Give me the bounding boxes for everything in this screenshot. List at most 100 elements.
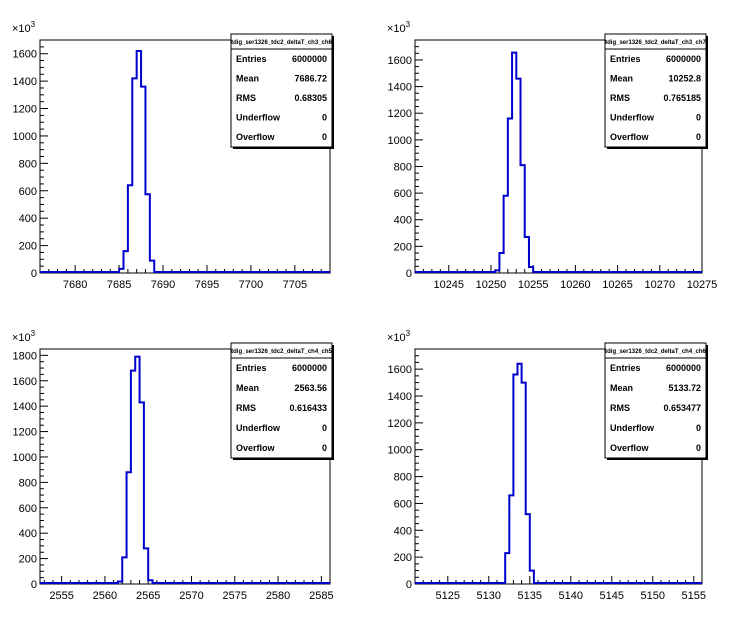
x-tick-label: 10250 <box>476 279 507 291</box>
x-tick-label: 5150 <box>641 590 665 602</box>
y-tick-label: 800 <box>394 161 412 173</box>
histogram-outline <box>494 51 535 273</box>
stats-label: Entries <box>236 54 267 64</box>
stats-value: 6000000 <box>292 54 327 64</box>
stats-box: tdig_ser1326_tdc2_deltaT_ch4_ch6 Entries 6… <box>604 342 708 460</box>
y-tick-label: 1400 <box>388 391 412 403</box>
x-tick-label: 2585 <box>309 590 333 602</box>
x-tick-label: 7685 <box>107 279 131 291</box>
stats-box-frame <box>230 342 333 459</box>
stats-label: Entries <box>610 54 641 64</box>
histogram-panel-2: 0 200 400 600 800 1000 1200 1400 1600 10245 10250 1… <box>387 20 717 291</box>
x-tick-label: 10260 <box>560 279 591 291</box>
y-tick-label: 0 <box>406 268 412 280</box>
stats-value: 10252.8 <box>668 73 701 83</box>
x-tick-label: 10255 <box>518 279 549 291</box>
x-tick-label: 7690 <box>151 279 175 291</box>
stats-value: 0 <box>322 423 327 433</box>
stats-value: 5133.72 <box>668 383 701 393</box>
stats-label: Overflow <box>236 132 276 142</box>
x-tick-label: 7695 <box>195 279 219 291</box>
stats-label: Entries <box>610 363 641 373</box>
y-tick-label: 1400 <box>13 76 37 88</box>
y-tick-label: 600 <box>19 503 37 515</box>
x-tick-label: 2580 <box>266 590 290 602</box>
y-multiplier-label: ×103 <box>387 20 411 35</box>
histogram-panel-1: 0 200 400 600 800 1000 1200 1400 1600 7680 7685 769… <box>12 20 334 291</box>
stats-value: 0 <box>322 132 327 142</box>
y-tick-label: 400 <box>19 528 37 540</box>
stats-label: Entries <box>236 363 267 373</box>
x-tick-label: 10245 <box>433 279 464 291</box>
stats-box: tdig_ser1326_tdc2_deltaT_ch3_ch7 Entries 6… <box>604 33 708 149</box>
y-tick-label: 400 <box>394 215 412 227</box>
y-tick-label: 1400 <box>388 82 412 94</box>
stats-value: 7686.72 <box>294 73 327 83</box>
x-tick-label: 7705 <box>283 279 307 291</box>
histogram-panel-4: 0 200 400 600 800 1000 1200 1400 1600 5125 5130 513… <box>387 329 708 602</box>
stats-value: 0.765185 <box>663 93 701 103</box>
histogram-bin <box>518 364 522 584</box>
stats-label: RMS <box>236 403 256 413</box>
stats-value: 6000000 <box>292 363 327 373</box>
stats-label: Mean <box>236 383 259 393</box>
y-tick-label: 0 <box>31 579 37 591</box>
y-multiplier-label: ×103 <box>12 20 36 35</box>
y-tick-label: 0 <box>406 579 412 591</box>
stats-box: tdig_ser1326_tdc2_deltaT_ch4_ch5 Entries 6… <box>230 342 334 460</box>
x-tick-label: 2570 <box>179 590 203 602</box>
y-tick-label: 1800 <box>13 350 37 362</box>
y-tick-label: 1600 <box>13 376 37 388</box>
y-tick-label: 200 <box>19 554 37 566</box>
x-tick-label: 2560 <box>93 590 117 602</box>
y-tick-label: 200 <box>394 552 412 564</box>
histogram-title: tdig_ser1326_tdc2_deltaT_ch3_ch7 <box>605 40 706 46</box>
stats-label: Underflow <box>610 423 655 433</box>
y-tick-label: 800 <box>19 477 37 489</box>
y-multiplier-label: ×103 <box>387 329 411 344</box>
y-tick-label: 600 <box>394 498 412 510</box>
stats-box-frame <box>230 33 333 148</box>
y-tick-label: 600 <box>19 186 37 198</box>
y-tick-label: 1000 <box>388 445 412 457</box>
histogram-outline <box>116 355 154 584</box>
stats-value: 6000000 <box>666 363 701 373</box>
stats-box-frame <box>604 342 707 459</box>
y-tick-label: 800 <box>19 158 37 170</box>
stats-label: RMS <box>610 93 630 103</box>
stats-label: RMS <box>236 93 256 103</box>
x-tick-label: 2555 <box>49 590 73 602</box>
y-tick-label: 0 <box>31 268 37 280</box>
stats-value: 0 <box>696 443 701 453</box>
histogram-panel-3: 0 200 400 600 800 1000 1200 1400 1600 1800 2555 256… <box>12 329 334 602</box>
y-tick-label: 1000 <box>13 131 37 143</box>
histogram-outline <box>504 362 535 584</box>
histogram-title: tdig_ser1326_tdc2_deltaT_ch4_ch5 <box>231 349 332 355</box>
stats-value: 0 <box>696 113 701 123</box>
y-tick-label: 800 <box>394 472 412 484</box>
x-tick-label: 5130 <box>477 590 501 602</box>
stats-label: RMS <box>610 403 630 413</box>
histogram-title: tdig_ser1326_tdc2_deltaT_ch4_ch6 <box>605 349 706 355</box>
y-tick-label: 200 <box>19 241 37 253</box>
x-tick-label: 7700 <box>239 279 263 291</box>
stats-label: Overflow <box>610 132 650 142</box>
histogram-title: tdig_ser1326_tdc2_deltaT_ch3_ch6 <box>231 40 332 46</box>
x-tick-label: 5140 <box>559 590 583 602</box>
stats-label: Mean <box>610 73 633 83</box>
stats-value: 0 <box>322 113 327 123</box>
stats-label: Underflow <box>236 423 281 433</box>
stats-label: Underflow <box>610 113 655 123</box>
x-tick-label: 5145 <box>600 590 624 602</box>
x-tick-label: 10275 <box>687 279 718 291</box>
y-tick-label: 1000 <box>13 452 37 464</box>
stats-value: 0.616433 <box>289 403 327 413</box>
x-tick-label: 5155 <box>682 590 706 602</box>
stats-label: Mean <box>610 383 633 393</box>
y-tick-label: 400 <box>394 525 412 537</box>
stats-value: 0 <box>696 423 701 433</box>
stats-box-frame <box>604 33 707 148</box>
y-tick-label: 200 <box>394 241 412 253</box>
y-tick-label: 1600 <box>388 364 412 376</box>
